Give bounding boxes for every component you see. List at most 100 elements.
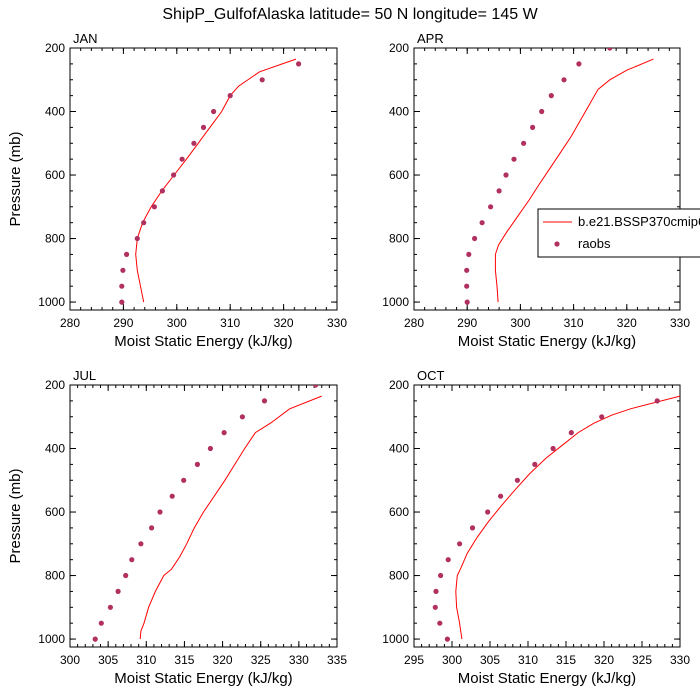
y-tick-label: 800 bbox=[389, 232, 409, 246]
obs-point bbox=[444, 636, 450, 642]
x-tick-label: 310 bbox=[518, 653, 538, 667]
obs-point bbox=[159, 188, 165, 194]
x-tick-label: 305 bbox=[480, 653, 500, 667]
x-axis-title: Moist Static Energy (kJ/kg) bbox=[114, 333, 292, 350]
obs-point bbox=[115, 588, 121, 595]
x-axis-title: Moist Static Energy (kJ/kg) bbox=[458, 333, 636, 350]
obs-point bbox=[539, 108, 545, 115]
x-tick-label: 315 bbox=[556, 653, 576, 667]
obs-point bbox=[296, 61, 302, 67]
y-tick-label: 600 bbox=[45, 505, 65, 519]
obs-point bbox=[194, 461, 200, 467]
x-tick-label: 280 bbox=[404, 316, 424, 330]
x-tick-label: 330 bbox=[670, 653, 690, 667]
obs-point bbox=[181, 477, 187, 483]
obs-point bbox=[464, 299, 470, 305]
y-tick-label: 1000 bbox=[382, 295, 409, 309]
x-tick-label: 310 bbox=[564, 316, 584, 330]
x-tick-label: 315 bbox=[174, 653, 194, 667]
obs-point bbox=[169, 493, 175, 499]
legend-box bbox=[537, 208, 700, 258]
obs-point bbox=[239, 414, 245, 420]
x-tick-label: 320 bbox=[274, 316, 294, 330]
obs-point bbox=[107, 604, 113, 610]
legend-obs-label: raobs bbox=[578, 236, 611, 251]
x-tick-label: 300 bbox=[167, 316, 187, 330]
obs-point bbox=[119, 299, 125, 305]
plot-data bbox=[92, 385, 322, 642]
model-line bbox=[135, 58, 297, 303]
x-tick-label: 310 bbox=[220, 316, 240, 330]
obs-point bbox=[227, 93, 233, 99]
y-tick-label: 800 bbox=[45, 232, 65, 246]
obs-point bbox=[141, 220, 147, 226]
obs-point bbox=[548, 93, 554, 99]
obs-point bbox=[469, 525, 476, 531]
y-tick-label: 200 bbox=[389, 41, 409, 55]
obs-point bbox=[599, 414, 605, 420]
x-tick-label: 330 bbox=[670, 316, 690, 330]
obs-point bbox=[119, 283, 125, 289]
obs-point bbox=[561, 77, 567, 83]
panel-label: JAN bbox=[73, 31, 98, 46]
obs-point bbox=[488, 204, 494, 210]
y-tick-label: 1000 bbox=[38, 295, 65, 309]
obs-point bbox=[457, 541, 463, 547]
y-tick-label: 200 bbox=[45, 41, 65, 55]
x-tick-label: 310 bbox=[136, 653, 156, 667]
x-tick-label: 295 bbox=[404, 653, 424, 667]
obs-point bbox=[134, 235, 140, 242]
legend-model-label: b.e21.BSSP370cmip6.f09_g17.LE2-1001.001 bbox=[578, 214, 700, 229]
panel-label: JUL bbox=[73, 368, 96, 383]
obs-point bbox=[503, 172, 509, 178]
panels: 280 290 300 310 320 330 200 400 600 800 1000 JAN Moi… bbox=[7, 31, 690, 687]
obs-point bbox=[511, 156, 517, 162]
obs-point bbox=[654, 398, 660, 404]
x-tick-label: 300 bbox=[510, 316, 530, 330]
obs-point bbox=[207, 445, 213, 452]
plot-frame bbox=[69, 384, 338, 648]
obs-point bbox=[532, 461, 538, 467]
x-tick-label: 280 bbox=[60, 316, 80, 330]
obs-point bbox=[432, 604, 438, 610]
obs-point bbox=[151, 204, 157, 210]
obs-point bbox=[124, 251, 130, 257]
y-tick-label: 600 bbox=[45, 168, 65, 182]
obs-point bbox=[550, 445, 556, 452]
obs-point bbox=[479, 220, 485, 226]
x-tick-label: 300 bbox=[60, 653, 80, 667]
obs-point bbox=[514, 477, 521, 483]
obs-point bbox=[530, 124, 536, 130]
y-tick-label: 200 bbox=[45, 378, 65, 392]
x-axis-title: Moist Static Energy (kJ/kg) bbox=[458, 670, 636, 687]
figure-title: ShipP_GulfofAlaska latitude= 50 N longit… bbox=[162, 6, 538, 23]
obs-point bbox=[149, 525, 155, 531]
y-tick-label: 600 bbox=[389, 505, 409, 519]
obs-point bbox=[313, 385, 319, 388]
model-line bbox=[494, 58, 654, 303]
obs-point bbox=[171, 172, 177, 178]
x-tick-label: 290 bbox=[457, 316, 477, 330]
obs-point bbox=[98, 620, 104, 626]
x-tick-label: 305 bbox=[98, 653, 118, 667]
plot-frame bbox=[413, 384, 681, 648]
obs-point bbox=[607, 48, 613, 51]
obs-point bbox=[157, 509, 163, 515]
panel-oct: 295 300 305 310 315 320 325 330 200 400 600 800 1000… bbox=[382, 368, 690, 687]
obs-point bbox=[191, 140, 197, 146]
x-tick-label: 335 bbox=[327, 653, 347, 667]
obs-point bbox=[521, 140, 527, 146]
obs-point bbox=[496, 188, 502, 194]
y-tick-label: 1000 bbox=[38, 632, 65, 646]
obs-point bbox=[568, 430, 574, 436]
obs-point bbox=[179, 156, 185, 162]
y-tick-label: 400 bbox=[389, 442, 409, 456]
obs-point bbox=[120, 267, 126, 273]
obs-point bbox=[138, 541, 144, 547]
y-axis-title: Pressure (mb) bbox=[7, 131, 24, 226]
x-tick-label: 290 bbox=[113, 316, 133, 330]
y-tick-label: 400 bbox=[389, 105, 409, 119]
obs-point bbox=[464, 267, 470, 273]
panel-apr: 280 290 300 310 320 330 200 400 600 800 1000 APR Moi… bbox=[382, 31, 690, 350]
